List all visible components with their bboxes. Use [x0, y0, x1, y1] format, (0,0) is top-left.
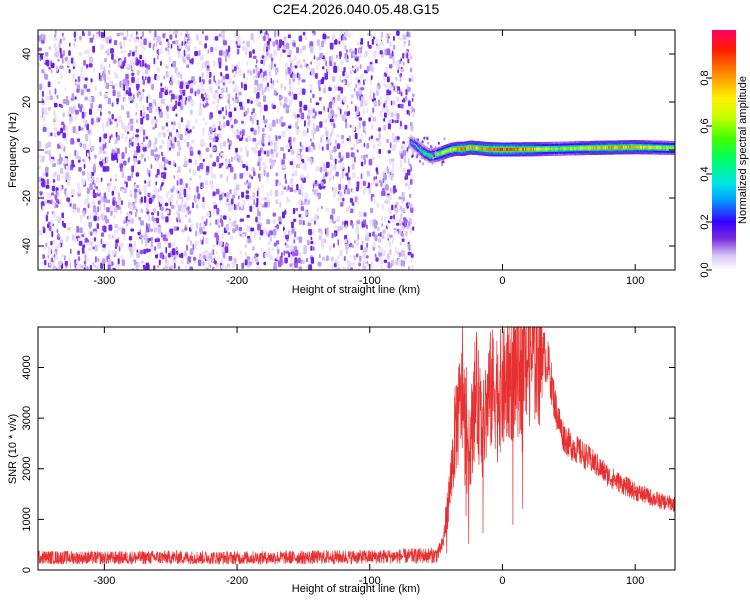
spectrogram-plot-area — [38, 30, 675, 270]
snr-y-tick-label: 0 — [21, 567, 33, 573]
colorbar: 0.0 0.2 0.4 0.6 0.8 Normalized spectral ampl… — [699, 30, 749, 278]
colorbar-tick-label: 0.8 — [699, 70, 711, 85]
colorbar-gradient — [712, 30, 736, 270]
figure-title: C2E4.2026.040.05.48.G15 — [273, 1, 440, 17]
colorbar-tick-label: 0.0 — [699, 262, 711, 277]
snr-x-tick-label: 0 — [499, 575, 505, 587]
spectrogram-y-tick-label: -20 — [21, 190, 33, 206]
snr-x-ticks: -300 -200 -100 0 100 — [93, 327, 644, 587]
spectrogram-speck — [441, 163, 444, 167]
snr-panel: -300 -200 -100 0 100 0 1000 2000 3000 4000 Heigh… — [7, 326, 676, 595]
snr-x-tick-label: -100 — [359, 575, 381, 587]
spectrogram-noise-field — [38, 30, 416, 270]
spectrogram-y-tick-label: 0 — [21, 147, 33, 153]
spectrogram-speck — [420, 156, 423, 160]
spectrogram-speck — [443, 137, 446, 141]
spectrogram-speck — [417, 144, 420, 148]
snr-x-tick-label: -300 — [93, 575, 115, 587]
snr-y-tick-label: 2000 — [21, 457, 33, 481]
spectrogram-x-tick-label: -300 — [93, 275, 115, 287]
spectrogram-speck — [410, 141, 413, 145]
spectrogram-x-tick-label: 100 — [626, 275, 644, 287]
snr-x-tick-label: 100 — [626, 575, 644, 587]
spectrogram-speck — [408, 144, 411, 148]
spectrogram-speck — [411, 154, 414, 158]
spectrogram-speck — [430, 145, 433, 149]
spectrogram-speck — [433, 148, 436, 152]
spectrogram-speck — [426, 136, 429, 140]
spectrogram-speck — [422, 162, 424, 166]
spectrogram-x-axis-label: Height of straight line (km) — [292, 284, 420, 296]
spectrogram-y-tick-label: 40 — [21, 48, 33, 60]
spectrogram-y-tick-label: 20 — [21, 96, 33, 108]
spectrogram-speck — [432, 151, 435, 155]
spectrogram-speck — [413, 145, 416, 148]
snr-series-line — [38, 327, 675, 565]
spectrogram-speck — [432, 156, 435, 160]
spectrogram-speck — [421, 140, 424, 144]
spectrogram-signal-trace — [407, 134, 675, 168]
spectrogram-speck — [418, 151, 421, 155]
spectrogram-speck — [419, 159, 421, 163]
snr-y-tick-label: 4000 — [21, 355, 33, 379]
snr-frame — [37, 326, 676, 571]
colorbar-ticks: 0.0 0.2 0.4 0.6 0.8 — [699, 70, 712, 278]
colorbar-tick-label: 0.4 — [699, 166, 711, 181]
spectrogram-y-ticks: -40 -20 0 20 40 — [21, 48, 675, 254]
snr-y-tick-label: 1000 — [21, 507, 33, 531]
spectrogram-speck — [434, 151, 437, 154]
spectrogram-speck — [415, 138, 418, 142]
snr-x-tick-label: -200 — [226, 575, 248, 587]
spectrogram-speck — [434, 145, 437, 149]
snr-y-tick-label: 3000 — [21, 406, 33, 430]
colorbar-tick-label: 0.6 — [699, 118, 711, 133]
spectrogram-y-axis-label: Frequency (Hz) — [7, 112, 19, 188]
spectrogram-speck — [433, 159, 436, 163]
spectrogram-x-ticks: -300 -200 -100 0 100 — [93, 30, 644, 287]
spectrogram-x-tick-label: 0 — [499, 275, 505, 287]
spectrogram-x-tick-label: -200 — [226, 275, 248, 287]
snr-y-axis-label: SNR (10 * v/v) — [7, 414, 19, 484]
snr-x-axis-label: Height of straight line (km) — [292, 583, 420, 595]
snr-plot-area — [38, 327, 675, 565]
spectrogram-speck — [427, 141, 430, 145]
spectrogram-speck — [409, 164, 412, 168]
colorbar-tick-label: 0.2 — [699, 214, 711, 229]
spectrogram-speck — [423, 136, 426, 140]
spectrogram-speck — [442, 160, 445, 164]
spectrogram-speck — [416, 153, 419, 157]
spectrogram-speck — [433, 154, 436, 158]
spectrogram-speck — [437, 141, 440, 145]
spectrogram-speck — [431, 161, 434, 165]
colorbar-label: Normalized spectral amplitude — [737, 76, 749, 224]
snr-y-ticks: 0 1000 2000 3000 4000 — [21, 355, 675, 573]
spectrogram-y-tick-label: -40 — [21, 238, 33, 254]
spectrogram-x-tick-label: -100 — [359, 275, 381, 287]
